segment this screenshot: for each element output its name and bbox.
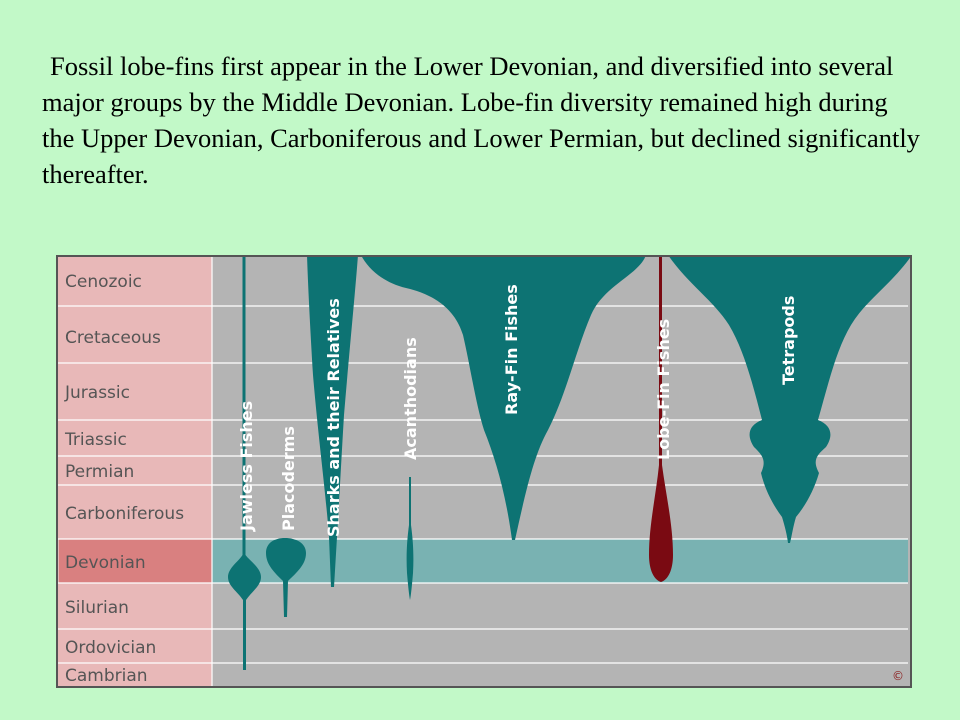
period-label-triassic: Triassic (64, 430, 127, 450)
period-label-jurassic: Jurassic (64, 383, 130, 403)
period-label-cambrian: Cambrian (65, 666, 148, 686)
period-label-carboniferous: Carboniferous (65, 504, 184, 524)
label-placoderms: Placoderms (279, 426, 298, 531)
devonian-band (212, 539, 908, 583)
diagram-border (56, 255, 912, 688)
fish-diversity-diagram: Cenozoic Cretaceous Jurassic Triassic Pe… (56, 255, 912, 688)
label-tetrapods: Tetrapods (779, 296, 798, 385)
period-label-silurian: Silurian (65, 598, 129, 618)
devonian-label-highlight (59, 539, 212, 583)
lineage-lobe-fin-fishes (649, 255, 673, 582)
lineage-jawless-fishes (228, 255, 261, 670)
period-label-devonian: Devonian (65, 553, 146, 573)
lineage-sharks (307, 255, 358, 587)
period-labels: Cenozoic Cretaceous Jurassic Triassic Pe… (64, 272, 184, 686)
period-column (56, 255, 212, 688)
label-ray-fin-fishes: Ray-Fin Fishes (502, 284, 521, 415)
period-label-cenozoic: Cenozoic (65, 272, 142, 292)
copyright-icon: © (892, 669, 904, 683)
period-label-ordovician: Ordovician (65, 638, 156, 658)
caption-text: Fossil lobe-fins first appear in the Low… (42, 51, 920, 189)
lineage-tetrapods (668, 255, 912, 543)
lineage-ray-fin-fishes (361, 255, 646, 540)
label-lobe-fin-fishes: Lobe-Fin Fishes (654, 319, 673, 460)
lineage-placoderms (266, 538, 306, 617)
period-label-cretaceous: Cretaceous (65, 328, 161, 348)
lineage-acanthodians (406, 477, 414, 600)
label-jawless-fishes: Jawless Fishes (237, 401, 256, 532)
label-sharks-and-relatives: Sharks and their Relatives (324, 298, 343, 537)
label-acanthodians: Acanthodians (401, 337, 420, 460)
period-label-permian: Permian (65, 462, 134, 482)
lineage-labels: Jawless Fishes Placoderms Sharks and the… (237, 284, 798, 537)
